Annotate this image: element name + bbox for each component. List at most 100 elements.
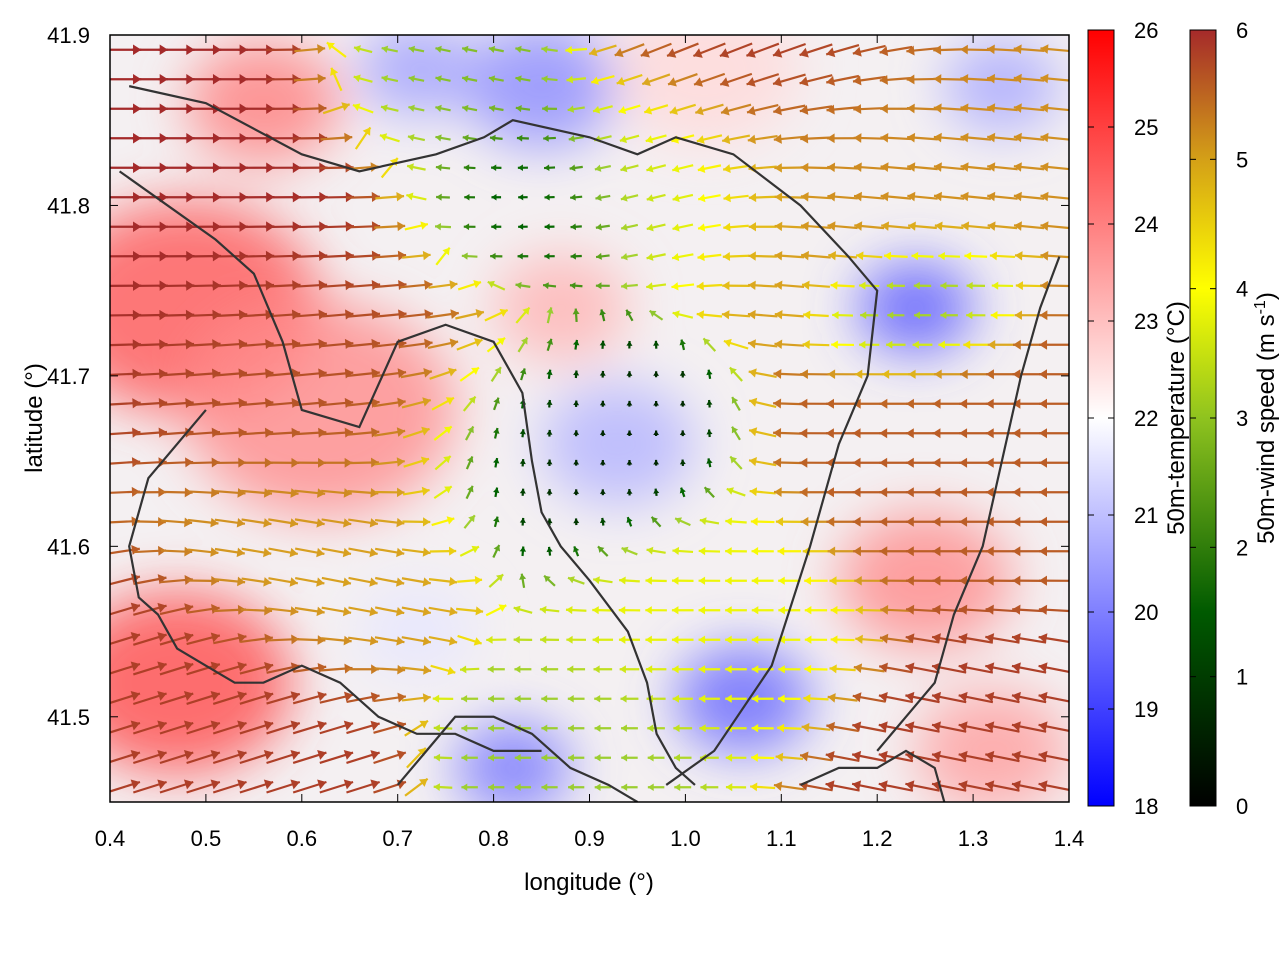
wind-vector-head [645,606,652,615]
wind-vector [825,780,860,792]
wind-vector-head [493,545,501,552]
wind-vector [266,779,301,794]
wind-vector-head [263,720,274,731]
wind-vector-head [599,517,606,524]
wind-vector-head [887,311,894,320]
wind-vector-head [853,162,862,173]
wind-vector [653,488,660,497]
wind-vector-head [751,576,759,585]
wind-vector-head [544,575,551,583]
wind-vector [488,75,504,83]
wind-vector [294,488,326,498]
wind-vector-head [699,517,707,526]
wind-vector-head [803,310,811,320]
wind-vector [1013,162,1045,172]
wind-vector-head [651,516,658,524]
wind-vector-head [852,750,862,762]
temperature-zone [944,40,1060,133]
wind-vector-head [1012,604,1021,615]
wind-vector-head [569,164,576,172]
wind-vector-head [595,194,602,202]
wind-vector-head [960,191,969,202]
wind-vector [214,487,246,498]
y-tick-label: 41.9 [47,23,90,48]
wind-vector-head [546,489,553,494]
wind-vector-head [855,634,863,644]
wind-vector [543,574,556,587]
wind-vector-head [236,518,245,528]
wind-vector-head [647,724,654,733]
wind-vector-head [985,633,995,644]
wind-vector [827,546,858,557]
wind-vector-head [599,489,606,494]
wind-vector [697,252,722,262]
wind-vector [958,604,993,615]
wind-vector-head [854,221,863,231]
wind-vector [723,193,749,203]
wind-vector-head [435,164,442,172]
wind-vector [489,134,503,142]
wind-vector [110,779,141,793]
wind-vector-head [157,779,167,790]
wind-vector [829,576,856,586]
wind-vector [799,751,832,762]
wind-vector [187,487,220,498]
wind-vector [515,105,531,113]
wind-vector [626,340,633,349]
wind-vector-head [958,780,968,791]
wind-vector-head [157,602,167,613]
wind-vector [987,221,1018,231]
wind-vector-head [568,754,574,762]
wind-vector [266,750,301,765]
wind-vector-head [706,369,713,376]
wind-vector-head [774,163,782,173]
wind-vector-head [130,661,140,672]
wind-vector [1013,73,1045,84]
wind-vector [931,750,967,763]
wind-vector [831,340,854,349]
wind-vector-head [706,429,713,435]
wind-vector [964,251,988,261]
wind-vector-head [778,665,785,674]
wind-vector [186,779,221,794]
wind-vector-head [777,723,785,733]
wind-vector-head [449,576,457,587]
wind-vector [746,42,780,58]
wind-vector-head [1039,339,1048,350]
wind-vector [186,691,221,706]
wind-vector [748,457,777,467]
wind-vector-head [679,487,686,494]
wind-vector [401,665,432,675]
wind-vector-head [541,695,548,703]
wind-vector-head [958,633,968,644]
wind-vector-head [748,368,757,378]
wind-vector [746,73,780,87]
wind-vector [801,280,830,290]
wind-vector [546,546,553,556]
wind-vector [626,400,633,407]
wind-vector-head [184,517,193,528]
wind-vector-head [341,102,350,112]
wind-vector-head [852,516,861,527]
wind-vector [599,489,606,496]
wind-vector-head [423,367,432,378]
wind-vector-head [290,606,299,616]
wind-vector-head [959,369,968,380]
wind-vector [914,311,931,320]
wind-vector-head [317,73,326,84]
wind-vector-head [940,281,947,290]
wind-vector [346,191,380,203]
wind-vector-head [880,103,888,114]
wind-vector-head [933,45,942,55]
wind-vector [777,723,802,733]
temperature-colorbar-tick-label: 20 [1134,600,1158,625]
wind-vector-head [211,487,220,498]
wind-vector-head [940,311,947,320]
wind-vector-head [958,604,968,615]
wind-vector-head [447,666,456,676]
wind-vector-head [491,223,497,230]
wind-vector [133,602,167,616]
wind-vector-head [443,456,451,464]
wind-vector-head [344,427,353,438]
wind-vector [653,371,659,378]
